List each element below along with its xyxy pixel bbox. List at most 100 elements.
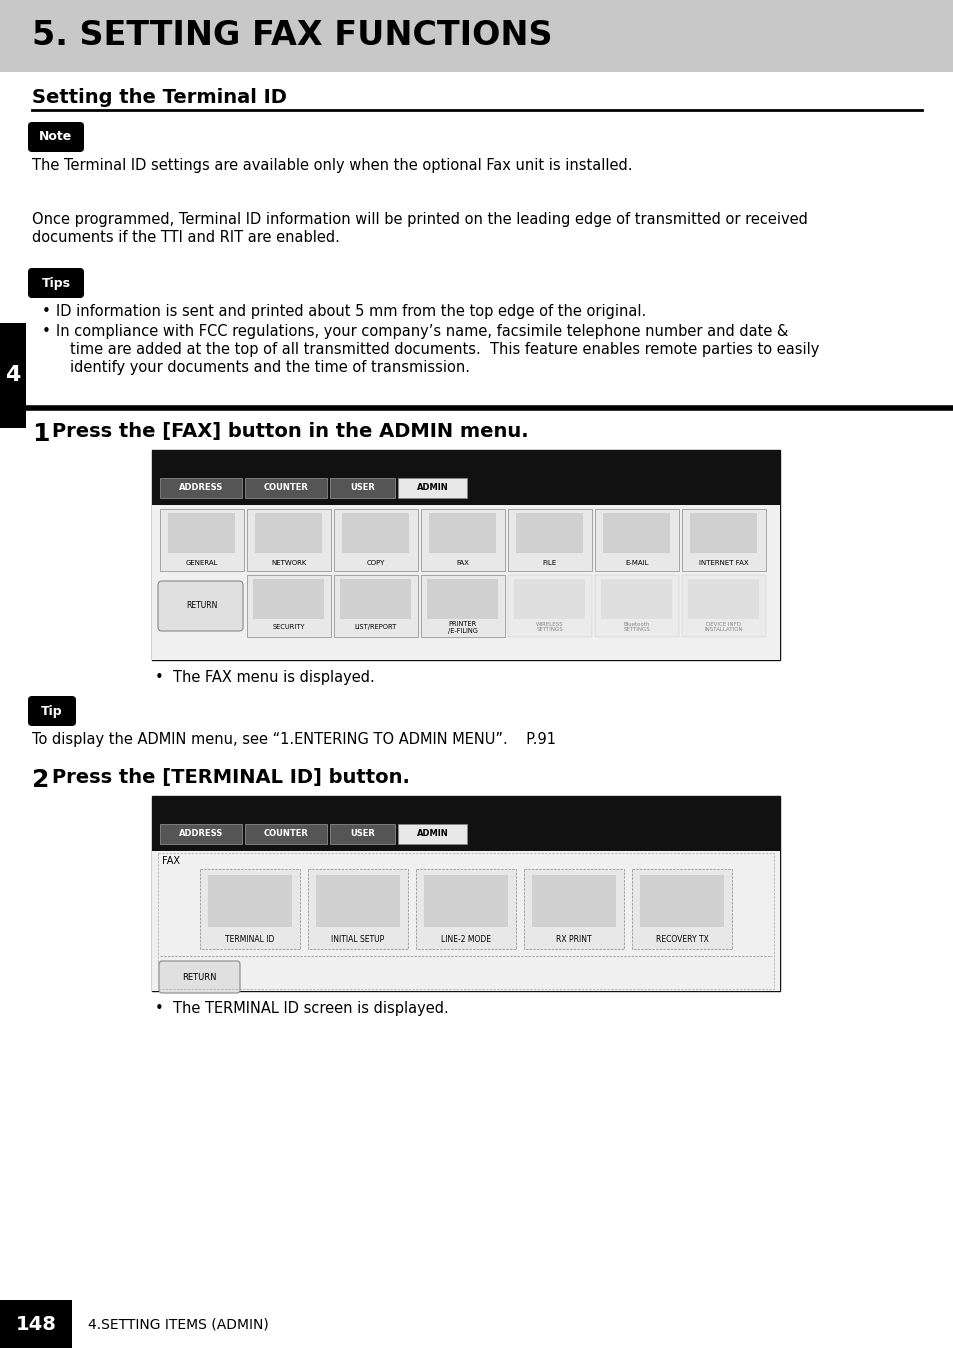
Bar xyxy=(600,580,671,619)
Text: INTERNET FAX: INTERNET FAX xyxy=(699,559,748,566)
Text: RX PRINT: RX PRINT xyxy=(556,934,591,944)
Bar xyxy=(208,875,292,927)
Text: documents if the TTI and RIT are enabled.: documents if the TTI and RIT are enabled… xyxy=(32,231,339,245)
Text: FAX: FAX xyxy=(456,559,469,566)
Bar xyxy=(245,824,327,844)
Bar xyxy=(168,514,234,553)
Text: INITIAL SETUP: INITIAL SETUP xyxy=(331,934,384,944)
Bar xyxy=(0,324,26,429)
Text: COUNTER: COUNTER xyxy=(263,484,308,492)
Text: Bluetooth
SETTINGS: Bluetooth SETTINGS xyxy=(623,621,650,632)
Text: USER: USER xyxy=(350,829,375,838)
Bar xyxy=(341,514,409,553)
Bar xyxy=(523,869,623,949)
Bar xyxy=(160,824,242,844)
Bar xyxy=(254,514,322,553)
Text: COUNTER: COUNTER xyxy=(263,829,308,838)
Text: ADMIN: ADMIN xyxy=(416,829,448,838)
Bar xyxy=(681,510,765,572)
Bar xyxy=(339,580,411,619)
Bar xyxy=(160,510,244,572)
FancyBboxPatch shape xyxy=(28,268,84,298)
Bar xyxy=(514,580,584,619)
Text: Press the [FAX] button in the ADMIN menu.: Press the [FAX] button in the ADMIN menu… xyxy=(52,422,528,441)
Text: FILE: FILE xyxy=(542,559,557,566)
Text: RETURN: RETURN xyxy=(186,601,217,611)
Text: SECURITY: SECURITY xyxy=(273,624,305,630)
Text: •: • xyxy=(42,305,51,319)
Bar xyxy=(334,576,417,638)
Text: •: • xyxy=(42,324,51,338)
Bar xyxy=(0,0,953,71)
Bar xyxy=(689,514,757,553)
Text: Tip: Tip xyxy=(41,705,63,717)
Text: ID information is sent and printed about 5 mm from the top edge of the original.: ID information is sent and printed about… xyxy=(56,305,645,319)
Bar xyxy=(160,479,242,497)
Text: 4: 4 xyxy=(6,365,21,386)
Text: 148: 148 xyxy=(15,1314,56,1333)
Text: DEVICE INFO
INSTALLATION: DEVICE INFO INSTALLATION xyxy=(704,621,742,632)
Text: PRINTER
/E-FILING: PRINTER /E-FILING xyxy=(448,620,477,634)
Bar xyxy=(687,580,759,619)
Bar xyxy=(507,510,592,572)
Bar xyxy=(158,853,773,989)
Bar xyxy=(595,576,679,638)
Bar xyxy=(200,869,299,949)
Bar xyxy=(602,514,669,553)
Text: TERMINAL ID: TERMINAL ID xyxy=(225,934,274,944)
Text: NETWORK: NETWORK xyxy=(271,559,306,566)
Text: Setting the Terminal ID: Setting the Terminal ID xyxy=(32,88,287,106)
Text: To display the ADMIN menu, see “1.ENTERING TO ADMIN MENU”.    P.91: To display the ADMIN menu, see “1.ENTERI… xyxy=(32,732,556,747)
Text: 4.SETTING ITEMS (ADMIN): 4.SETTING ITEMS (ADMIN) xyxy=(88,1317,269,1330)
Bar xyxy=(416,869,516,949)
Bar xyxy=(423,875,507,927)
Text: E-MAIL: E-MAIL xyxy=(624,559,648,566)
Bar xyxy=(595,510,679,572)
Bar xyxy=(681,576,765,638)
Bar xyxy=(631,869,731,949)
Text: Press the [TERMINAL ID] button.: Press the [TERMINAL ID] button. xyxy=(52,768,410,787)
Text: WIRELESS
SETTINGS: WIRELESS SETTINGS xyxy=(536,621,563,632)
Text: Note: Note xyxy=(39,131,72,143)
Bar xyxy=(315,875,399,927)
FancyBboxPatch shape xyxy=(28,123,84,152)
FancyBboxPatch shape xyxy=(158,581,243,631)
Bar xyxy=(397,479,467,497)
Text: 1: 1 xyxy=(32,422,50,446)
Text: ADDRESS: ADDRESS xyxy=(178,484,223,492)
Bar xyxy=(152,450,780,661)
Text: time are added at the top of all transmitted documents.  This feature enables re: time are added at the top of all transmi… xyxy=(70,342,819,357)
Text: GENERAL: GENERAL xyxy=(186,559,218,566)
Text: identify your documents and the time of transmission.: identify your documents and the time of … xyxy=(70,360,470,375)
Bar xyxy=(429,514,496,553)
Text: In compliance with FCC regulations, your company’s name, facsimile telephone num: In compliance with FCC regulations, your… xyxy=(56,324,787,338)
FancyBboxPatch shape xyxy=(159,961,240,993)
Text: LIST/REPORT: LIST/REPORT xyxy=(355,624,396,630)
Text: •  The FAX menu is displayed.: • The FAX menu is displayed. xyxy=(154,670,375,685)
Bar xyxy=(152,797,780,851)
Bar xyxy=(247,510,331,572)
Text: USER: USER xyxy=(350,484,375,492)
Text: 5. SETTING FAX FUNCTIONS: 5. SETTING FAX FUNCTIONS xyxy=(32,19,552,53)
Bar xyxy=(245,479,327,497)
Text: FAX: FAX xyxy=(162,856,180,865)
Bar xyxy=(330,479,395,497)
Bar xyxy=(420,510,504,572)
Bar xyxy=(532,875,616,927)
Bar xyxy=(152,851,780,991)
Text: COPY: COPY xyxy=(366,559,385,566)
FancyBboxPatch shape xyxy=(28,696,76,727)
Bar xyxy=(152,450,780,506)
Bar xyxy=(330,824,395,844)
Text: 2: 2 xyxy=(32,768,50,793)
Bar xyxy=(420,576,504,638)
Bar xyxy=(516,514,582,553)
Bar xyxy=(253,580,324,619)
Bar xyxy=(334,510,417,572)
Text: ADMIN: ADMIN xyxy=(416,484,448,492)
Bar xyxy=(152,506,780,661)
Bar xyxy=(308,869,408,949)
Text: LINE-2 MODE: LINE-2 MODE xyxy=(440,934,491,944)
Bar xyxy=(247,576,331,638)
Bar xyxy=(639,875,723,927)
